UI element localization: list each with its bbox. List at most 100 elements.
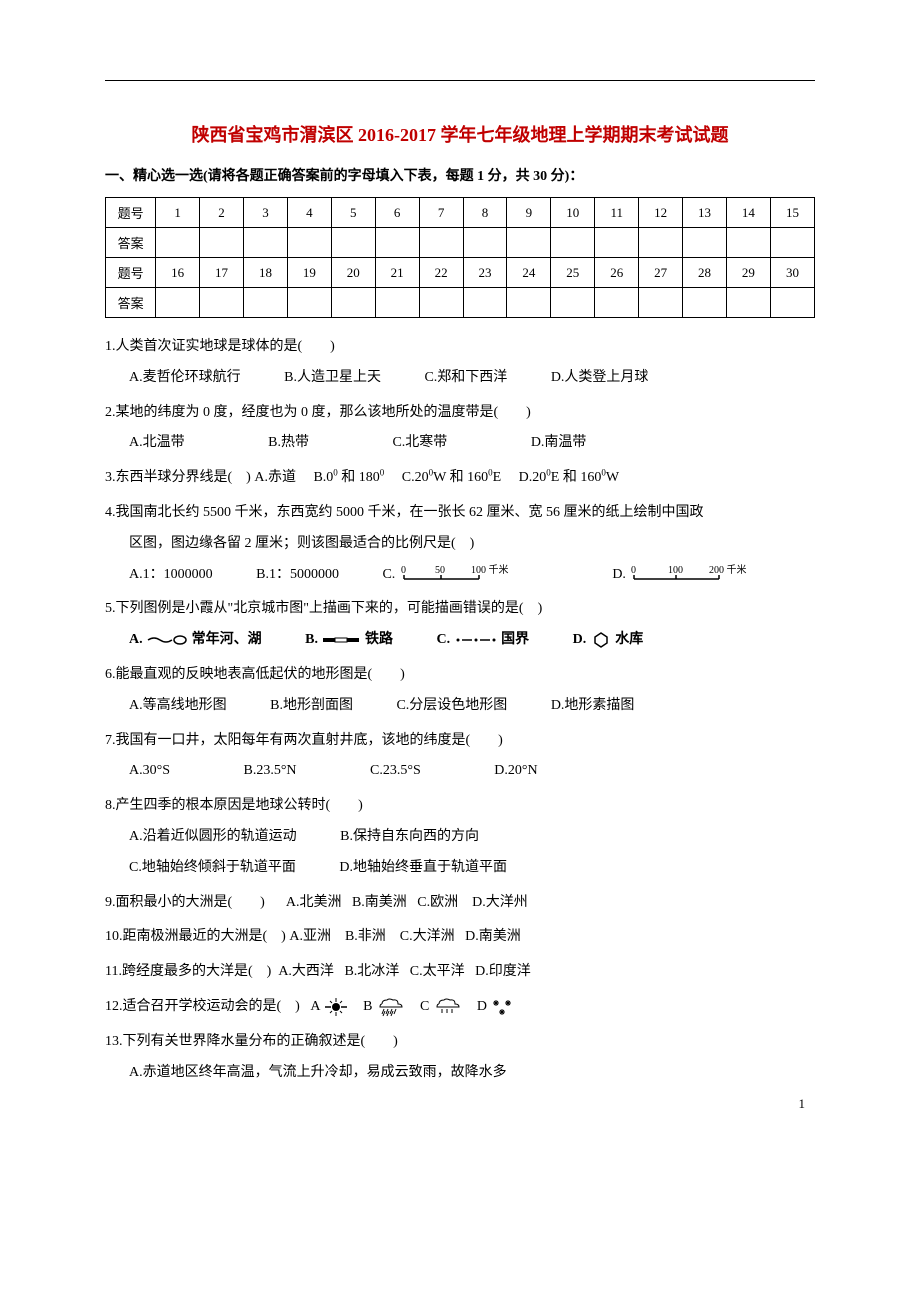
answer-cell xyxy=(726,228,770,258)
q3-opt-d: D.200E 和 1600W xyxy=(519,470,619,485)
svg-text:0: 0 xyxy=(631,565,636,576)
qnum-cell: 29 xyxy=(726,258,770,288)
answer-sheet-table: 题号 1 2 3 4 5 6 7 8 9 10 11 12 13 14 15 答… xyxy=(105,197,815,318)
qnum-cell: 30 xyxy=(770,258,814,288)
qnum-cell: 17 xyxy=(200,258,244,288)
q12-opt-a: A xyxy=(310,999,352,1014)
qnum-cell: 8 xyxy=(463,198,507,228)
q9-opt-c: C.欧洲 xyxy=(417,895,458,910)
qnum-cell: 16 xyxy=(156,258,200,288)
q6-opt-d: D.地形素描图 xyxy=(551,691,635,722)
table-row: 题号 1 2 3 4 5 6 7 8 9 10 11 12 13 14 15 xyxy=(106,198,815,228)
svg-text:100: 100 xyxy=(668,565,683,576)
answer-cell xyxy=(200,288,244,318)
q9-opt-d: D.大洋州 xyxy=(472,895,528,910)
svg-text:50: 50 xyxy=(435,565,445,576)
q4-line2: 区图，图边缘各留 2 厘米；则该图最适合的比例尺是( ) xyxy=(105,529,815,560)
q7-opt-a: A.30°S xyxy=(129,756,170,787)
q5-opt-d: D. 水库 xyxy=(573,625,644,656)
question-6: 6.能最直观的反映地表高低起伏的地形图是( ) A.等高线地形图 B.地形剖面图… xyxy=(105,660,815,722)
answer-cell xyxy=(551,288,595,318)
qnum-cell: 13 xyxy=(683,198,727,228)
answer-cell xyxy=(726,288,770,318)
question-1: 1.人类首次证实地球是球体的是( ) A.麦哲伦环球航行 B.人造卫星上天 C.… xyxy=(105,332,815,394)
qnum-cell: 20 xyxy=(331,258,375,288)
question-8: 8.产生四季的根本原因是地球公转时( ) A.沿着近似圆形的轨道运动 B.保持自… xyxy=(105,791,815,883)
question-5: 5.下列图例是小霞从"北京城市图"上描画下来的，可能描画错误的是( ) A. 常… xyxy=(105,594,815,656)
answer-cell xyxy=(419,288,463,318)
scale-bar-icon: 0 50 100 千米 xyxy=(399,564,519,584)
q10-stem: 10.距南极洲最近的大洲是( ) xyxy=(105,929,286,944)
q10-opt-c: C.大洋洲 xyxy=(400,929,455,944)
q8-opt-b: B.保持自东向西的方向 xyxy=(340,822,479,853)
q12-opt-d: D xyxy=(477,999,517,1014)
snow-icon xyxy=(490,996,516,1018)
q1-opt-a: A.麦哲伦环球航行 xyxy=(129,363,241,394)
qnum-cell: 28 xyxy=(683,258,727,288)
q10-opt-d: D.南美洲 xyxy=(465,929,521,944)
reservoir-icon xyxy=(590,631,612,649)
q2-opt-a: A.北温带 xyxy=(129,428,185,459)
answer-cell xyxy=(595,288,639,318)
table-row: 题号 16 17 18 19 20 21 22 23 24 25 26 27 2… xyxy=(106,258,815,288)
answer-cell xyxy=(639,288,683,318)
qnum-cell: 11 xyxy=(595,198,639,228)
q11-opt-d: D.印度洋 xyxy=(475,964,531,979)
q4-opt-b: B.1：5000000 xyxy=(256,560,339,591)
qnum-cell: 2 xyxy=(200,198,244,228)
q13-stem: 13.下列有关世界降水量分布的正确叙述是( ) xyxy=(105,1027,815,1058)
answer-cell xyxy=(244,228,288,258)
q3-stem: 3.东西半球分界线是( ) xyxy=(105,470,251,485)
svg-text:0: 0 xyxy=(401,565,406,576)
qnum-cell: 5 xyxy=(331,198,375,228)
answer-cell xyxy=(551,228,595,258)
answer-cell xyxy=(683,288,727,318)
qnum-cell: 18 xyxy=(244,258,288,288)
answer-cell xyxy=(770,228,814,258)
q7-stem: 7.我国有一口井，太阳每年有两次直射井底，该地的纬度是( ) xyxy=(105,726,815,757)
answer-cell xyxy=(244,288,288,318)
exam-title: 陕西省宝鸡市渭滨区 2016-2017 学年七年级地理上学期期末考试试题 xyxy=(105,121,815,147)
q2-stem: 2.某地的纬度为 0 度，经度也为 0 度，那么该地所处的温度带是( ) xyxy=(105,398,815,429)
answer-cell xyxy=(595,228,639,258)
q10-opt-b: B.非洲 xyxy=(345,929,386,944)
answer-cell xyxy=(287,228,331,258)
question-9: 9.面积最小的大洲是( ) A.北美洲 B.南美洲 C.欧洲 D.大洋州 xyxy=(105,888,815,919)
q8-opt-d: D.地轴始终垂直于轨道平面 xyxy=(339,853,507,884)
q7-opt-c: C.23.5°S xyxy=(370,756,421,787)
qnum-cell: 24 xyxy=(507,258,551,288)
q2-opt-b: B.热带 xyxy=(268,428,309,459)
q11-opt-b: B.北冰洋 xyxy=(344,964,399,979)
river-lake-icon xyxy=(146,632,188,648)
answer-cell xyxy=(200,228,244,258)
q11-opt-c: C.太平洋 xyxy=(410,964,465,979)
qnum-cell: 10 xyxy=(551,198,595,228)
q11-stem: 11.跨经度最多的大洋是( ) xyxy=(105,964,271,979)
answer-cell xyxy=(287,288,331,318)
sunny-icon xyxy=(323,996,349,1018)
qnum-cell: 27 xyxy=(639,258,683,288)
svg-text:100 千米: 100 千米 xyxy=(471,564,509,576)
q4-opt-a: A.1：1000000 xyxy=(129,560,213,591)
row-label: 答案 xyxy=(106,228,156,258)
q10-opt-a: A.亚洲 xyxy=(289,929,331,944)
light-rain-icon xyxy=(433,996,463,1018)
railway-icon xyxy=(321,632,361,648)
q1-stem: 1.人类首次证实地球是球体的是( ) xyxy=(105,332,815,363)
q8-opt-c: C.地轴始终倾斜于轨道平面 xyxy=(129,853,296,884)
qnum-cell: 7 xyxy=(419,198,463,228)
qnum-cell: 12 xyxy=(639,198,683,228)
answer-cell xyxy=(683,228,727,258)
answer-cell xyxy=(770,288,814,318)
answer-cell xyxy=(156,228,200,258)
row-label: 答案 xyxy=(106,288,156,318)
q12-opt-b: B xyxy=(363,999,409,1014)
question-12: 12.适合召开学校运动会的是( ) A B C xyxy=(105,992,815,1023)
q5-opt-b: B. 铁路 xyxy=(305,625,393,656)
q12-opt-c: C xyxy=(420,999,466,1014)
q8-stem: 8.产生四季的根本原因是地球公转时( ) xyxy=(105,791,815,822)
answer-cell xyxy=(375,228,419,258)
question-2: 2.某地的纬度为 0 度，经度也为 0 度，那么该地所处的温度带是( ) A.北… xyxy=(105,398,815,460)
border-icon xyxy=(454,632,498,648)
scale-bar-icon: 0 100 200 千米 xyxy=(629,564,759,584)
